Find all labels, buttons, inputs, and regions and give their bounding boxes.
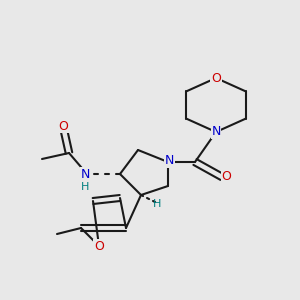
Text: N: N (211, 125, 221, 139)
Text: O: O (58, 119, 68, 133)
Text: N: N (165, 154, 174, 167)
Text: N: N (81, 167, 90, 181)
Text: O: O (222, 170, 231, 184)
Text: H: H (81, 182, 90, 193)
Text: H: H (153, 199, 162, 209)
Text: O: O (211, 71, 221, 85)
Text: O: O (94, 239, 104, 253)
